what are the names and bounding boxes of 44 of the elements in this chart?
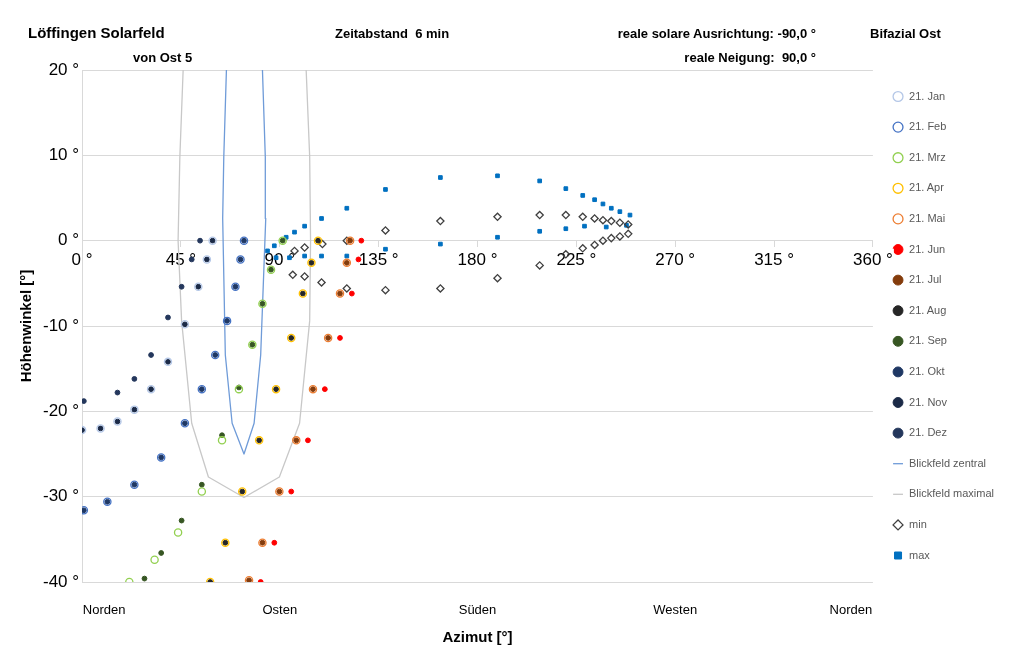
y-axis-title: Höhenwinkel [°] — [17, 269, 35, 383]
legend-label: 21. Sep — [909, 334, 947, 347]
text: Norden — [829, 601, 873, 617]
x-tick-label: 315 ° — [754, 249, 795, 269]
legend-label: min — [909, 517, 927, 530]
x-tick-label: 270 ° — [655, 249, 696, 269]
x-tick-label: 45 ° — [165, 249, 197, 269]
y-tick-label: 0 ° — [58, 230, 80, 250]
x-tick-label: 0 ° — [71, 249, 93, 269]
legend-label: 21. Okt — [909, 364, 945, 377]
y-tick-label: 10 ° — [48, 145, 80, 165]
text: Löffingen Solarfeld — [28, 24, 165, 42]
legend-label: 21. Jan — [909, 89, 946, 102]
y-tick-label: -30 ° — [43, 486, 80, 506]
legend-label: 21. Aug — [909, 303, 947, 316]
legend-label: 21. Jun — [909, 242, 946, 255]
text: Zeitabstand 6 min — [335, 25, 450, 41]
legend-label: 21. Apr — [909, 181, 945, 194]
legend-label: 21. Mai — [909, 211, 946, 224]
text: Westen — [653, 601, 698, 617]
y-tick-label: -10 ° — [43, 315, 80, 335]
legend-label: max — [909, 548, 931, 561]
x-tick-label: 360 ° — [852, 249, 893, 269]
y-tick-label: 20 ° — [48, 59, 80, 79]
legend-label: 21. Mrz — [909, 150, 946, 163]
text: Osten — [262, 601, 298, 617]
legend-label: Blickfeld maximal — [909, 487, 994, 500]
x-axis-title: Azimut [°] — [442, 628, 513, 646]
legend-label: 21. Jul — [909, 273, 942, 286]
legend-label: Blickfeld zentral — [909, 456, 987, 469]
y-tick-label: -20 ° — [43, 401, 80, 421]
x-tick-label: 135 ° — [358, 249, 399, 269]
legend-label: 21. Dez — [909, 426, 947, 439]
x-tick-label: 180 ° — [457, 249, 498, 269]
legend-label: 21. Nov — [909, 395, 948, 408]
text: reale solare Ausrichtung: -90,0 ° — [617, 25, 816, 41]
text: Süden — [458, 601, 497, 617]
text: Norden — [82, 601, 126, 617]
legend-label: 21. Feb — [909, 120, 947, 133]
text: Bifazial Ost — [870, 25, 942, 41]
y-tick-label: -40 ° — [43, 571, 80, 591]
text: reale Neigung: 90,0 ° — [684, 49, 816, 65]
text: von Ost 5 — [133, 49, 193, 65]
x-tick-label: 225 ° — [556, 249, 597, 269]
